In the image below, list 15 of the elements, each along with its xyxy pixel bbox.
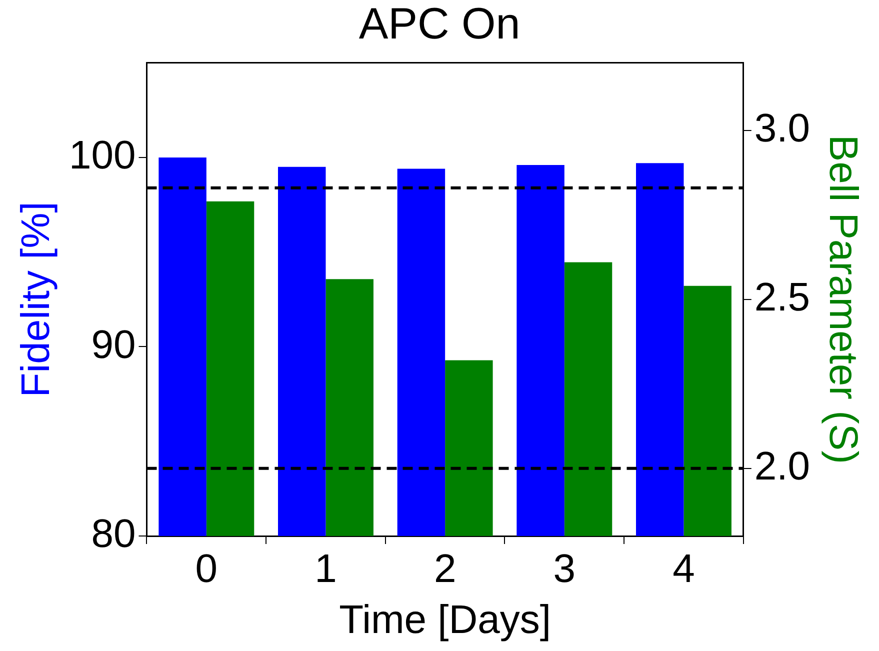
y-tick-label: 90 (91, 322, 136, 367)
x-tick-label: 4 (672, 547, 695, 592)
y2-tick-label: 3.0 (754, 106, 810, 150)
x-tick-label: 2 (434, 547, 456, 592)
y-axis-title: Fidelity [%] (14, 202, 58, 398)
x-tick-label: 0 (195, 547, 218, 592)
x-tick-label: 1 (314, 547, 337, 592)
y2-axis-title: Bell Parameter (S) (820, 134, 865, 464)
y-tick-label: 80 (91, 512, 136, 556)
y2-tick-label: 2.0 (754, 444, 810, 488)
y-tick-label: 100 (68, 133, 136, 178)
y2-tick-label: 2.5 (754, 275, 810, 320)
x-tick-label: 3 (553, 547, 576, 592)
x-axis-title: Time [Days] (339, 598, 552, 642)
chart-title: APC On (358, 0, 520, 49)
